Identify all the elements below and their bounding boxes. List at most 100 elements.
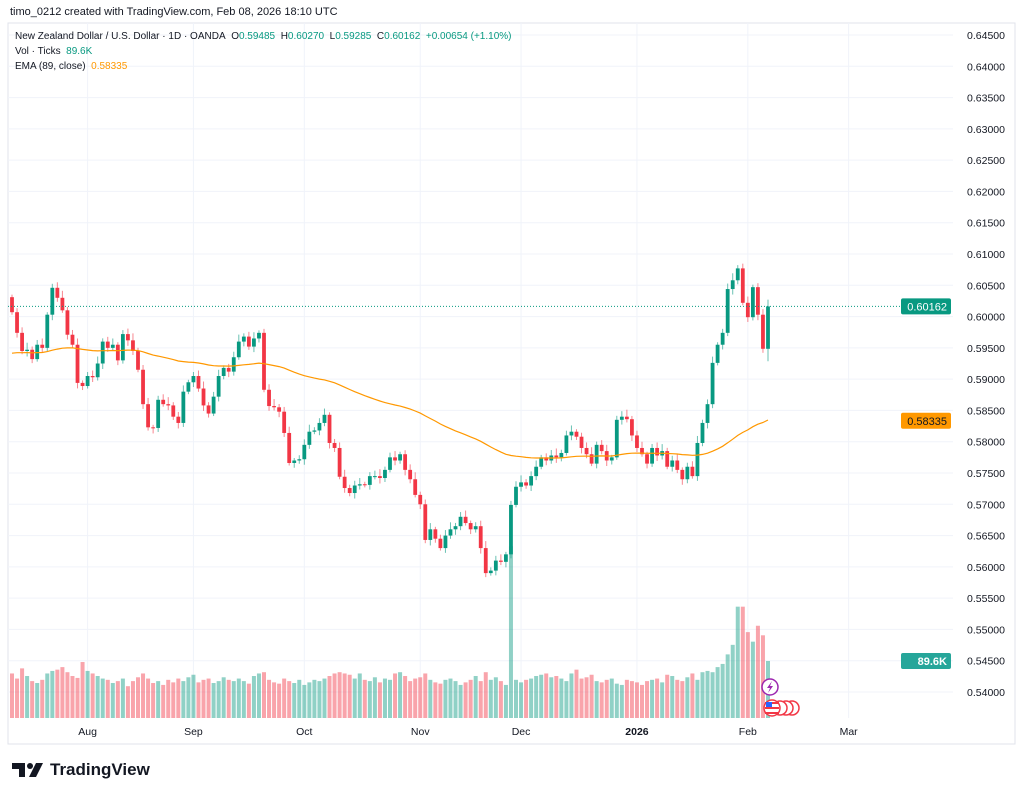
volume-bar bbox=[710, 672, 715, 718]
candle-up bbox=[710, 362, 715, 405]
candle-down bbox=[544, 457, 549, 461]
volume-bar bbox=[695, 679, 700, 718]
price-tick-label: 0.57000 bbox=[967, 499, 1005, 511]
price-tick-label: 0.57500 bbox=[967, 468, 1005, 480]
candle-down bbox=[478, 526, 483, 549]
volume-bar bbox=[141, 673, 146, 718]
volume-bar bbox=[559, 678, 564, 718]
flag-stripe bbox=[765, 707, 779, 709]
candle-down bbox=[131, 340, 135, 351]
time-axis[interactable]: Aug Sep Oct Nov Dec 2026 Feb Mar bbox=[78, 726, 858, 738]
volume-bar bbox=[332, 673, 337, 718]
chart-frame bbox=[7, 22, 1016, 745]
volume-bar bbox=[347, 674, 352, 718]
volume-bar bbox=[443, 679, 448, 718]
time-tick-label: Oct bbox=[296, 726, 312, 738]
candle-down bbox=[438, 538, 443, 549]
volume-bar bbox=[236, 678, 241, 718]
candle-down bbox=[413, 479, 418, 495]
volume-bar bbox=[125, 686, 130, 718]
volume-bar bbox=[760, 635, 765, 718]
candle-up bbox=[35, 344, 40, 360]
volume-bar bbox=[90, 673, 95, 718]
candle-up bbox=[619, 416, 624, 420]
volume-bar bbox=[685, 677, 690, 718]
high-label: H bbox=[280, 31, 288, 42]
event-markers[interactable] bbox=[761, 678, 800, 717]
candle-up bbox=[186, 382, 191, 392]
price-axis[interactable]: 0.64500 0.64000 0.63500 0.63000 0.62500 0.620… bbox=[967, 30, 1005, 699]
volume-bar bbox=[433, 682, 438, 718]
volume-bar bbox=[372, 677, 377, 718]
volume-bar bbox=[267, 679, 272, 718]
tradingview-logo[interactable]: TradingView bbox=[12, 760, 150, 780]
volume-bar bbox=[231, 681, 236, 718]
candle-down bbox=[761, 314, 765, 349]
volume-badge-text: 89.6K bbox=[918, 656, 947, 668]
high-value: 0.60270 bbox=[287, 31, 325, 42]
candle-down bbox=[655, 447, 660, 456]
candle-down bbox=[146, 404, 150, 428]
candle-down bbox=[105, 341, 110, 348]
candle-down bbox=[55, 287, 60, 298]
volume-bar bbox=[519, 682, 524, 718]
ema-label: EMA (89, close) bbox=[15, 61, 86, 72]
price-tick-label: 0.54500 bbox=[967, 656, 1005, 668]
volume-bar bbox=[619, 684, 624, 718]
volume-bar bbox=[468, 679, 473, 718]
volume-bar bbox=[503, 684, 508, 718]
volume-bar bbox=[20, 668, 25, 718]
candle-down bbox=[15, 312, 19, 333]
volume-bar bbox=[755, 625, 760, 718]
volume-bar bbox=[750, 641, 755, 718]
volume-bar bbox=[256, 673, 261, 718]
candle-down bbox=[70, 334, 75, 345]
volume-bar bbox=[508, 546, 513, 718]
volume-bar bbox=[342, 673, 347, 718]
candle-up bbox=[221, 367, 226, 377]
candle-up bbox=[529, 476, 534, 486]
candle-up bbox=[241, 336, 246, 342]
volume-bar bbox=[357, 673, 362, 718]
legend-volume-row[interactable]: Vol · Ticks 89.6K bbox=[15, 44, 512, 59]
price-tick-label: 0.54000 bbox=[967, 687, 1005, 699]
candle-down bbox=[40, 344, 45, 348]
volume-bar bbox=[398, 672, 403, 718]
legend-ema-row[interactable]: EMA (89, close) 0.58335 bbox=[15, 59, 512, 74]
time-tick-label: Nov bbox=[411, 726, 430, 738]
volume-bar bbox=[514, 679, 518, 718]
candle-up bbox=[473, 526, 478, 530]
volume-bar bbox=[327, 676, 332, 718]
candle-up bbox=[488, 570, 493, 574]
volume-bar bbox=[95, 676, 100, 718]
candle-down bbox=[378, 476, 382, 479]
candle-up bbox=[252, 338, 256, 347]
volume-bar bbox=[322, 678, 327, 718]
candle-up bbox=[493, 560, 498, 571]
price-tick-label: 0.64500 bbox=[967, 30, 1005, 42]
volume-bar bbox=[337, 672, 342, 718]
candle-up bbox=[609, 457, 614, 461]
candle-down bbox=[393, 457, 397, 461]
volume-bar bbox=[377, 682, 382, 718]
candle-down bbox=[756, 287, 760, 315]
ema-badge-text: 0.58335 bbox=[907, 416, 947, 428]
candle-down bbox=[362, 484, 367, 486]
candle-down bbox=[30, 349, 35, 360]
candle-up bbox=[504, 554, 508, 562]
candle-down bbox=[408, 469, 413, 480]
volume-bar bbox=[473, 676, 478, 718]
candle-up bbox=[650, 447, 654, 464]
candle-up bbox=[156, 399, 161, 428]
candle-up bbox=[383, 469, 387, 479]
candle-up bbox=[720, 332, 725, 345]
time-tick-label: Feb bbox=[739, 726, 757, 738]
candle-down bbox=[584, 447, 589, 455]
candle-up bbox=[50, 287, 55, 315]
legend-symbol-row[interactable]: New Zealand Dollar / U.S. Dollar · 1D · … bbox=[15, 29, 512, 44]
volume-bar bbox=[186, 677, 191, 718]
volume-bar bbox=[730, 644, 735, 718]
candle-down bbox=[579, 436, 584, 448]
time-tick-label: Mar bbox=[840, 726, 859, 738]
